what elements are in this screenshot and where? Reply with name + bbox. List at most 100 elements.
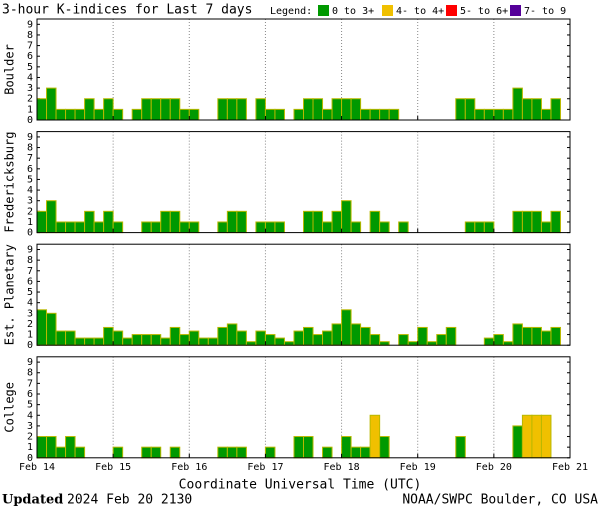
y-tick-label: 0 xyxy=(27,115,33,126)
y-tick-label: 9 xyxy=(27,245,33,256)
y-tick-label: 2 xyxy=(27,432,33,443)
bar xyxy=(483,337,495,346)
y-tick-label: 8 xyxy=(27,368,33,379)
bar xyxy=(169,98,181,121)
bar xyxy=(369,210,381,234)
bar xyxy=(65,330,76,346)
bar xyxy=(150,221,162,234)
bar xyxy=(493,108,504,121)
bar xyxy=(350,98,362,121)
bar xyxy=(379,221,390,234)
bar xyxy=(540,221,552,234)
y-tick-label: 9 xyxy=(27,19,33,30)
y-tick-label: 1 xyxy=(27,104,33,115)
legend-label: 7- to 9 xyxy=(524,6,566,17)
bar xyxy=(550,98,561,121)
y-tick-label: 7 xyxy=(27,41,33,52)
y-axis-label: Boulder xyxy=(3,44,17,95)
bar xyxy=(84,210,95,234)
bar xyxy=(103,210,114,234)
bar xyxy=(274,337,285,346)
x-tick-label: Feb 17 xyxy=(247,462,283,473)
bar xyxy=(388,108,400,121)
y-tick-label: 9 xyxy=(27,132,33,143)
bar xyxy=(369,414,381,459)
bar xyxy=(188,221,200,234)
bar xyxy=(264,446,276,459)
bar xyxy=(360,326,371,346)
legend-swatch xyxy=(446,5,457,16)
bar xyxy=(322,108,333,121)
bar xyxy=(112,330,124,346)
bar xyxy=(74,337,86,346)
legend-label: 4- to 4+ xyxy=(396,6,444,17)
bar xyxy=(226,446,238,459)
bar xyxy=(55,446,67,459)
bar xyxy=(179,221,190,234)
bar xyxy=(502,108,514,121)
legend-swatch xyxy=(382,5,393,16)
bar xyxy=(93,221,105,234)
bar xyxy=(303,436,314,459)
x-tick-label: Feb 15 xyxy=(95,462,131,473)
y-tick-label: 7 xyxy=(27,266,33,277)
bar xyxy=(303,98,314,121)
bar xyxy=(245,341,257,346)
updated-time: 2024 Feb 20 2130 xyxy=(67,493,192,508)
bar xyxy=(188,330,200,346)
bar xyxy=(312,334,324,346)
bar xyxy=(426,341,438,346)
y-tick-label: 6 xyxy=(27,389,33,400)
y-tick-label: 8 xyxy=(27,30,33,41)
bar xyxy=(493,334,504,346)
bar xyxy=(540,330,552,346)
bar xyxy=(141,334,152,346)
y-tick-label: 0 xyxy=(27,453,33,464)
y-tick-label: 0 xyxy=(27,340,33,351)
bar xyxy=(65,108,76,121)
bar xyxy=(141,446,152,459)
x-tick-label: Feb 20 xyxy=(476,462,512,473)
bar xyxy=(74,108,86,121)
bar xyxy=(407,341,419,346)
chart-title: 3-hour K-indices for Last 7 days xyxy=(2,3,252,18)
bar xyxy=(74,221,86,234)
bar xyxy=(226,98,238,121)
bar xyxy=(236,98,247,121)
bar xyxy=(521,326,533,346)
bar xyxy=(464,221,476,234)
bar xyxy=(255,330,266,346)
bar xyxy=(512,323,523,346)
bar xyxy=(36,436,48,459)
y-tick-label: 0 xyxy=(27,228,33,239)
bar xyxy=(46,87,57,121)
bar xyxy=(531,98,542,121)
bar xyxy=(322,330,333,346)
y-axis-label: Est. Planetary xyxy=(3,244,17,345)
bar xyxy=(36,210,48,234)
bar xyxy=(236,446,247,459)
y-tick-label: 5 xyxy=(27,62,33,73)
bar xyxy=(398,221,409,234)
y-tick-label: 4 xyxy=(27,72,33,83)
bar xyxy=(483,221,495,234)
plot-frame xyxy=(36,356,571,459)
y-tick-label: 3 xyxy=(27,308,33,319)
y-tick-label: 8 xyxy=(27,255,33,266)
bar xyxy=(264,221,276,234)
y-tick-label: 9 xyxy=(27,357,33,368)
bar xyxy=(512,210,523,234)
legend-title: Legend: xyxy=(270,6,312,17)
bar xyxy=(521,414,533,459)
bar xyxy=(531,210,542,234)
bar xyxy=(341,309,352,346)
bar xyxy=(65,221,76,234)
bar xyxy=(445,326,457,346)
bar xyxy=(217,326,228,346)
bar xyxy=(369,108,381,121)
bar xyxy=(550,210,561,234)
y-tick-label: 7 xyxy=(27,378,33,389)
bar xyxy=(236,330,247,346)
bar xyxy=(540,414,552,459)
plot-frame xyxy=(36,18,571,121)
